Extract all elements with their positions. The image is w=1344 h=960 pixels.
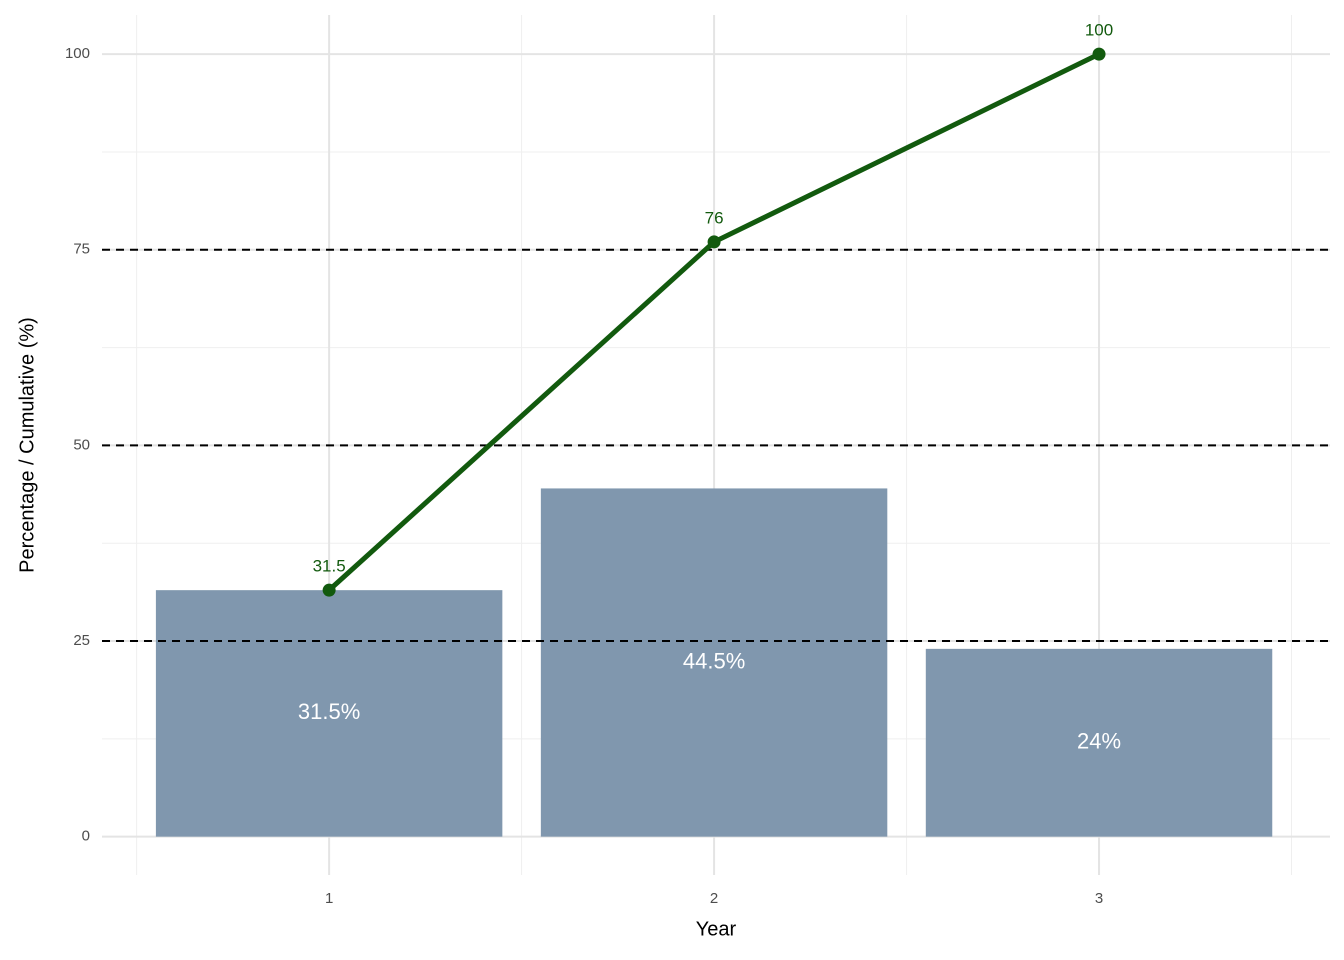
point-label: 31.5	[313, 557, 346, 576]
point-label: 100	[1085, 21, 1113, 40]
y-tick-label: 25	[73, 632, 90, 649]
x-tick-label: 1	[325, 890, 333, 907]
y-tick-label: 0	[82, 828, 90, 845]
x-tick-label: 3	[1095, 890, 1103, 907]
bar	[925, 648, 1273, 837]
x-axis-title: Year	[696, 918, 737, 940]
bar-label: 44.5%	[683, 648, 745, 673]
point	[707, 235, 721, 249]
point-label: 76	[705, 208, 724, 227]
bar-label: 31.5%	[298, 699, 360, 724]
point	[1092, 47, 1106, 61]
y-axis-title: Percentage / Cumulative (%)	[16, 317, 38, 573]
y-tick-label: 50	[73, 436, 90, 453]
bar	[540, 488, 888, 837]
bar-label: 24%	[1077, 729, 1121, 754]
x-tick-label: 2	[710, 890, 718, 907]
y-tick-label: 75	[73, 241, 90, 258]
bar	[155, 590, 503, 837]
y-tick-label: 100	[65, 45, 90, 62]
point	[322, 583, 336, 597]
